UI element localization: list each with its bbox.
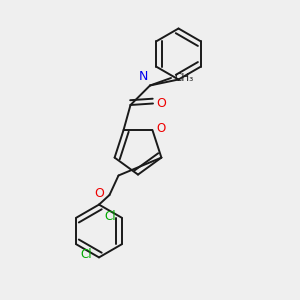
Text: O: O	[157, 97, 166, 110]
Text: O: O	[94, 187, 104, 200]
Text: Cl: Cl	[81, 248, 92, 261]
Text: Cl: Cl	[105, 209, 116, 223]
Text: N: N	[139, 70, 148, 83]
Text: O: O	[156, 122, 166, 135]
Text: CH₃: CH₃	[175, 73, 194, 83]
